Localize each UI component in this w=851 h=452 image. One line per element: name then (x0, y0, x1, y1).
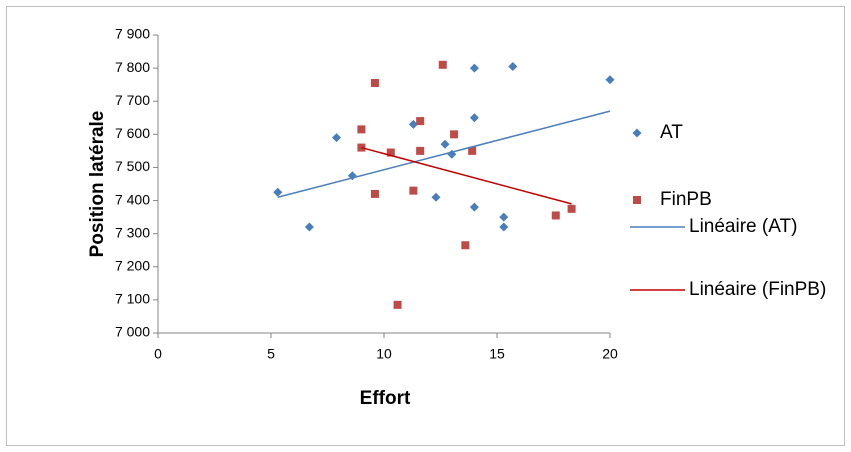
point (409, 186, 418, 195)
point (499, 212, 509, 222)
point (408, 119, 418, 129)
y-tick-label: 7 700 (115, 92, 150, 108)
legend-label: Linéaire (AT) (689, 216, 798, 237)
point (499, 222, 509, 232)
trend-line (361, 146, 572, 205)
y-tick-label: 7 900 (115, 26, 150, 42)
point (469, 63, 479, 73)
point (440, 139, 450, 149)
point (273, 187, 283, 197)
legend-label: AT (660, 122, 683, 143)
point (469, 202, 479, 212)
x-tick-label: 10 (376, 346, 392, 362)
point (551, 211, 560, 220)
y-axis-title: Position latérale (87, 111, 108, 258)
y-tick-label: 7 200 (115, 257, 150, 273)
point (431, 192, 441, 202)
legend-symbol (633, 196, 641, 204)
x-tick-label: 20 (602, 346, 618, 362)
point (304, 222, 314, 232)
point (393, 300, 402, 309)
point (567, 204, 576, 213)
point (469, 113, 479, 123)
point (461, 241, 470, 250)
y-tick-label: 7 600 (115, 125, 150, 141)
chart-border (6, 6, 845, 446)
x-tick-label: 5 (267, 346, 275, 362)
y-tick-label: 7 400 (115, 191, 150, 207)
y-tick-label: 7 500 (115, 158, 150, 174)
y-tick-label: 7 000 (115, 324, 150, 340)
point (370, 189, 379, 198)
point (438, 60, 447, 69)
point (508, 61, 518, 71)
x-axis-title: Effort (360, 388, 411, 409)
point (416, 146, 425, 155)
y-tick-label: 7 800 (115, 59, 150, 75)
point (416, 117, 425, 126)
point (370, 79, 379, 88)
x-tick-label: 15 (489, 346, 505, 362)
trend-line (277, 110, 611, 198)
point (468, 146, 477, 155)
y-tick-label: 7 100 (115, 291, 150, 307)
point (386, 148, 395, 157)
point (450, 130, 459, 139)
x-tick-label: 0 (154, 346, 162, 362)
legend-label: FinPB (660, 189, 712, 210)
legend-symbol (632, 128, 642, 138)
legend-label: Linéaire (FinPB) (689, 279, 827, 300)
y-tick-label: 7 300 (115, 224, 150, 240)
point (332, 133, 342, 143)
point (605, 75, 615, 85)
point (357, 125, 366, 134)
